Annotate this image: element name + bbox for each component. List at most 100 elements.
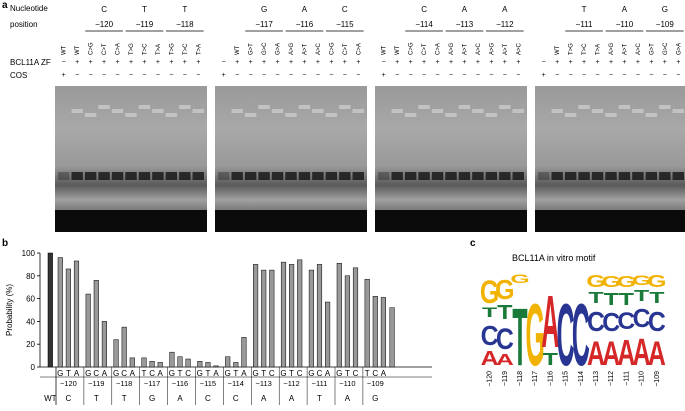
x-sub-label: T xyxy=(261,369,266,378)
group-position: −109 xyxy=(656,20,675,29)
bar xyxy=(101,321,107,368)
gel-shift-band xyxy=(551,109,563,113)
logo-letter: A xyxy=(496,351,514,369)
x-position-label: −111 xyxy=(312,379,328,388)
lane-zf-sign: + xyxy=(489,59,493,66)
gel-shift-band xyxy=(71,109,83,113)
x-position-label: −117 xyxy=(144,379,160,388)
lane-zf-sign: + xyxy=(609,59,613,66)
group-nucleotide: A xyxy=(302,5,308,14)
lane-cos-sign: − xyxy=(609,72,613,79)
bar xyxy=(316,264,323,368)
lane-label: G>T xyxy=(649,43,655,55)
x-sub-label: G xyxy=(113,369,119,378)
lane-label: A>C xyxy=(516,42,522,55)
group-position: −116 xyxy=(296,20,314,29)
lane-zf-sign: + xyxy=(503,59,507,66)
lane-label: A>C xyxy=(636,42,642,55)
x-sub-label: G xyxy=(85,369,91,378)
lane-cos-sign: − xyxy=(356,72,360,79)
lane-cos-sign: − xyxy=(183,72,187,79)
lane-label: A>C xyxy=(476,42,482,55)
panel-b-letter: b xyxy=(2,238,9,249)
lane-cos-sign: − xyxy=(435,72,439,79)
gel-shift-band xyxy=(244,113,257,117)
x-sub-label: T xyxy=(289,369,294,378)
logo-letter: C xyxy=(496,322,514,356)
lane-zf-sign: + xyxy=(636,59,640,66)
sequence-logo: ACTGACTGTGGTACCACTGACTGACTGACTGACTG−120−… xyxy=(480,270,667,387)
gel-panels: C −120 T −119 T −118 WT − + WT + − C>G + − C>T + − C>A + − T>… xyxy=(55,5,685,232)
gel-free-probe xyxy=(375,210,527,232)
logo-letter: G xyxy=(480,275,499,311)
group-position: −115 xyxy=(336,20,354,29)
logo-letter: C xyxy=(617,308,635,335)
gel-band xyxy=(645,172,658,180)
x-sub-label: G xyxy=(336,369,342,378)
x-sub-label: G xyxy=(197,369,203,378)
lane-label: A>T xyxy=(302,43,308,55)
lane-label: A>T xyxy=(622,43,628,55)
logo-letter: T xyxy=(604,288,620,309)
lane-label: C>A xyxy=(436,43,442,55)
x-position-label: −116 xyxy=(172,379,188,388)
gel-shift-band xyxy=(672,109,684,113)
logo-position-label: −120 xyxy=(487,371,494,387)
x-wt-base-label: C xyxy=(233,394,239,403)
gel-band xyxy=(231,172,243,180)
gel-shift-band xyxy=(325,113,338,117)
gel-band xyxy=(512,172,524,180)
lane-label: T>G xyxy=(169,43,175,55)
lane-cos-sign: − xyxy=(329,72,333,79)
group-nucleotide: T xyxy=(582,5,587,14)
lane-label: G>A xyxy=(276,43,282,55)
logo-position-label: −118 xyxy=(517,371,524,386)
gel-band xyxy=(418,172,430,180)
lane-label: C>G xyxy=(89,42,95,55)
gel-band xyxy=(325,172,338,180)
group-nucleotide: A xyxy=(462,5,468,14)
row-label-cos: COS xyxy=(10,71,28,80)
gel-image xyxy=(375,86,527,232)
gel-band xyxy=(285,172,297,180)
lane-label: A>T xyxy=(462,43,468,55)
gel-shift-band xyxy=(298,105,311,109)
logo-position-label: −110 xyxy=(639,371,646,386)
lane-label: T>A xyxy=(156,44,162,55)
lane-cos-sign: − xyxy=(89,72,93,79)
lane-cos-sign: + xyxy=(542,72,546,79)
gel-band xyxy=(485,172,498,180)
gel-band xyxy=(352,172,364,180)
gel-shift-band xyxy=(339,105,351,109)
lane-zf-sign: + xyxy=(676,59,680,66)
x-sub-label: C xyxy=(185,369,191,378)
gel-shift-band xyxy=(391,109,403,113)
gel-shift-band xyxy=(84,113,97,117)
lane-cos-sign: − xyxy=(595,72,599,79)
lane-label: T>G xyxy=(129,43,135,55)
gel-band xyxy=(458,172,471,180)
bar xyxy=(129,357,135,368)
lane-cos-sign: − xyxy=(196,72,200,79)
logo-letter: T xyxy=(497,301,512,323)
bar xyxy=(364,278,370,368)
lane-zf-sign: + xyxy=(156,59,160,66)
bar xyxy=(352,267,359,368)
logo-position-label: −116 xyxy=(547,371,554,386)
x-sub-label: A xyxy=(325,369,331,378)
lane-label: WT xyxy=(555,45,561,55)
x-wt-base-label: T xyxy=(94,394,99,403)
lane-zf-sign: − xyxy=(382,59,386,66)
lane-cos-sign: − xyxy=(275,72,279,79)
lane-label: G>C xyxy=(262,42,268,55)
lane-label: T>A xyxy=(196,44,202,55)
lane-label: A>T xyxy=(503,43,509,55)
gel-shift-band xyxy=(111,109,124,113)
gel-free-probe xyxy=(535,210,685,232)
group-position: −120 xyxy=(95,20,114,29)
gel-shift-band xyxy=(404,113,417,117)
lane-label: T>G xyxy=(569,43,575,55)
row-label-zf: BCL11A ZF xyxy=(10,58,51,67)
lane-zf-sign: + xyxy=(409,59,413,66)
lane-label: T>C xyxy=(142,43,148,55)
